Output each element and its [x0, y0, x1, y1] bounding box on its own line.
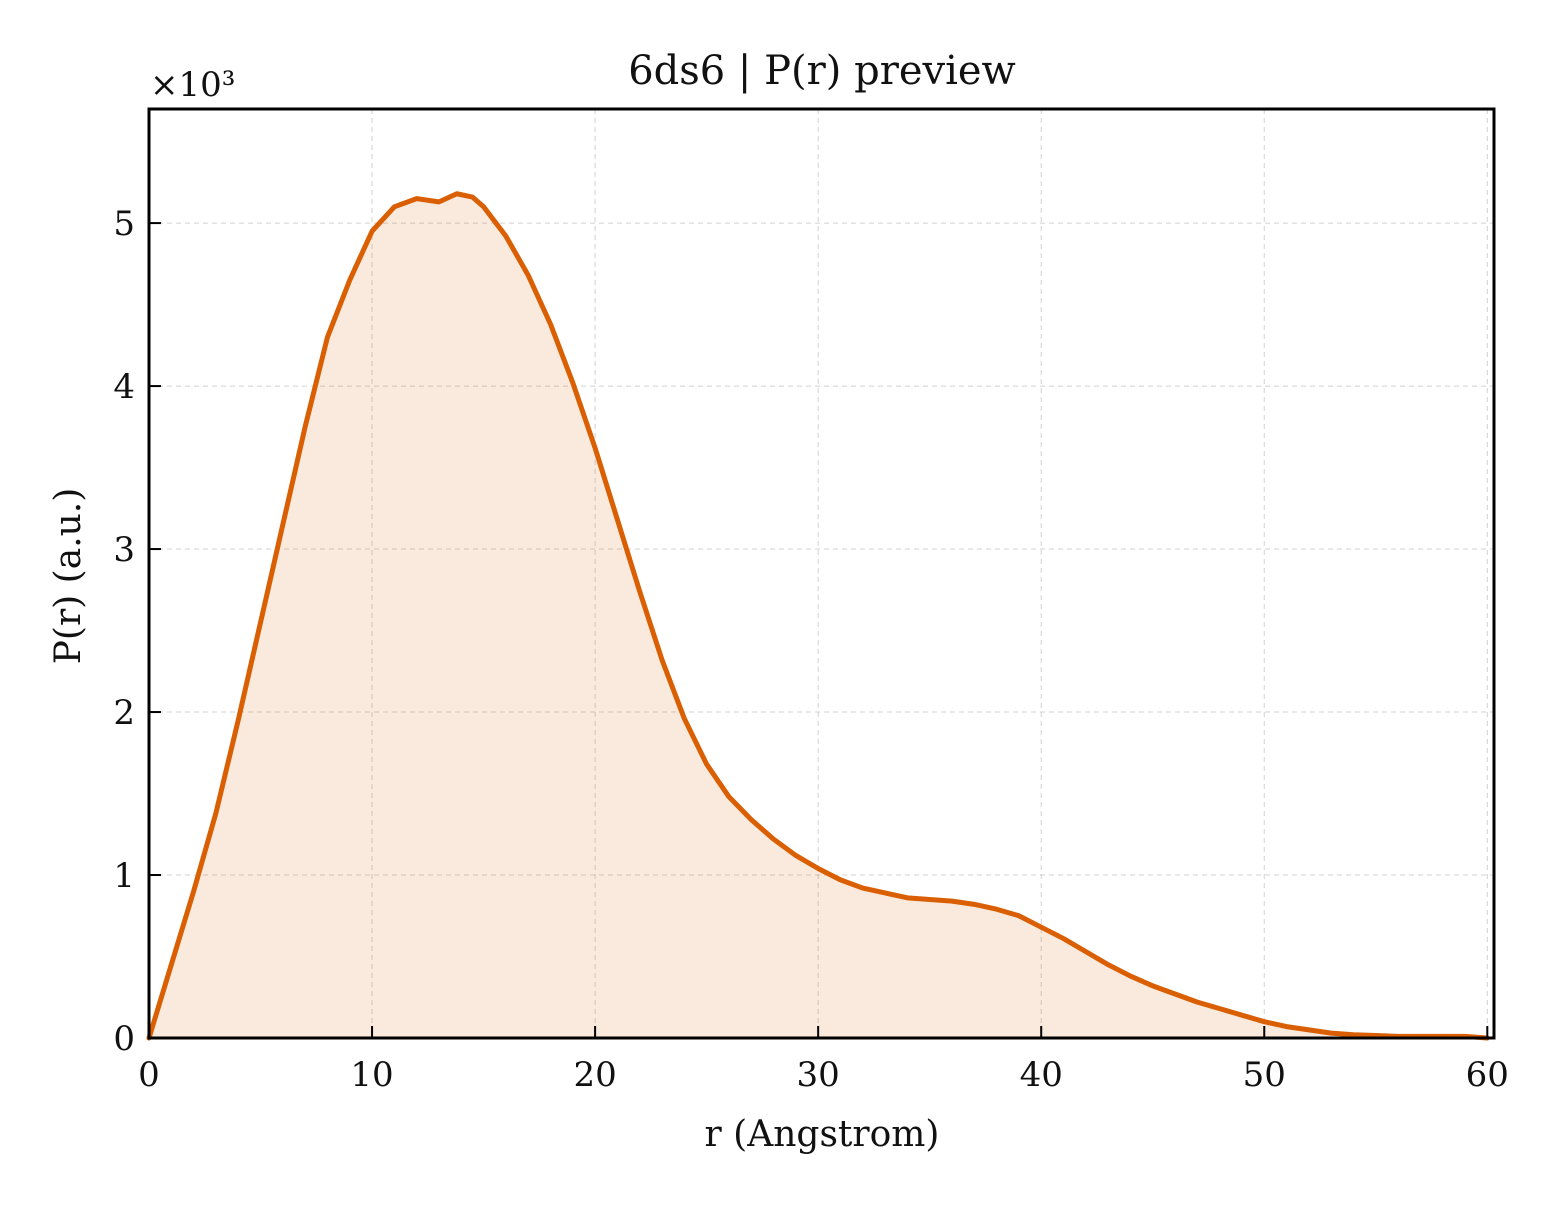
grid — [149, 109, 1494, 1038]
y-tick-label: 0 — [113, 1019, 135, 1059]
y-multiplier-label: ×10³ — [150, 65, 235, 105]
x-tick-label: 10 — [350, 1055, 393, 1095]
x-tick-label: 40 — [1020, 1055, 1063, 1095]
y-tick-label: 1 — [113, 856, 135, 896]
x-axis-label: r (Angstrom) — [705, 1114, 940, 1155]
y-tick-label: 3 — [113, 530, 135, 570]
axes: 0 10 20 30 40 50 60 0 1 2 3 4 5 — [113, 107, 1509, 1095]
x-tick-label: 0 — [138, 1055, 160, 1095]
x-tick-label: 20 — [573, 1055, 616, 1095]
y-tick-label: 4 — [113, 367, 135, 407]
chart-title: 6ds6 | P(r) preview — [628, 48, 1016, 94]
y-axis-label: P(r) (a.u.) — [48, 488, 89, 665]
pr-area-fill — [149, 193, 1488, 1038]
x-tick-label: 60 — [1466, 1055, 1509, 1095]
y-tick-label: 5 — [113, 204, 135, 244]
x-tick-label: 30 — [797, 1055, 840, 1095]
y-tick-label: 2 — [113, 693, 135, 733]
data-layer — [146, 191, 1490, 1041]
pr-series-line — [146, 191, 1490, 1041]
x-tick-label: 50 — [1243, 1055, 1286, 1095]
plot-frame — [147, 107, 1496, 1040]
